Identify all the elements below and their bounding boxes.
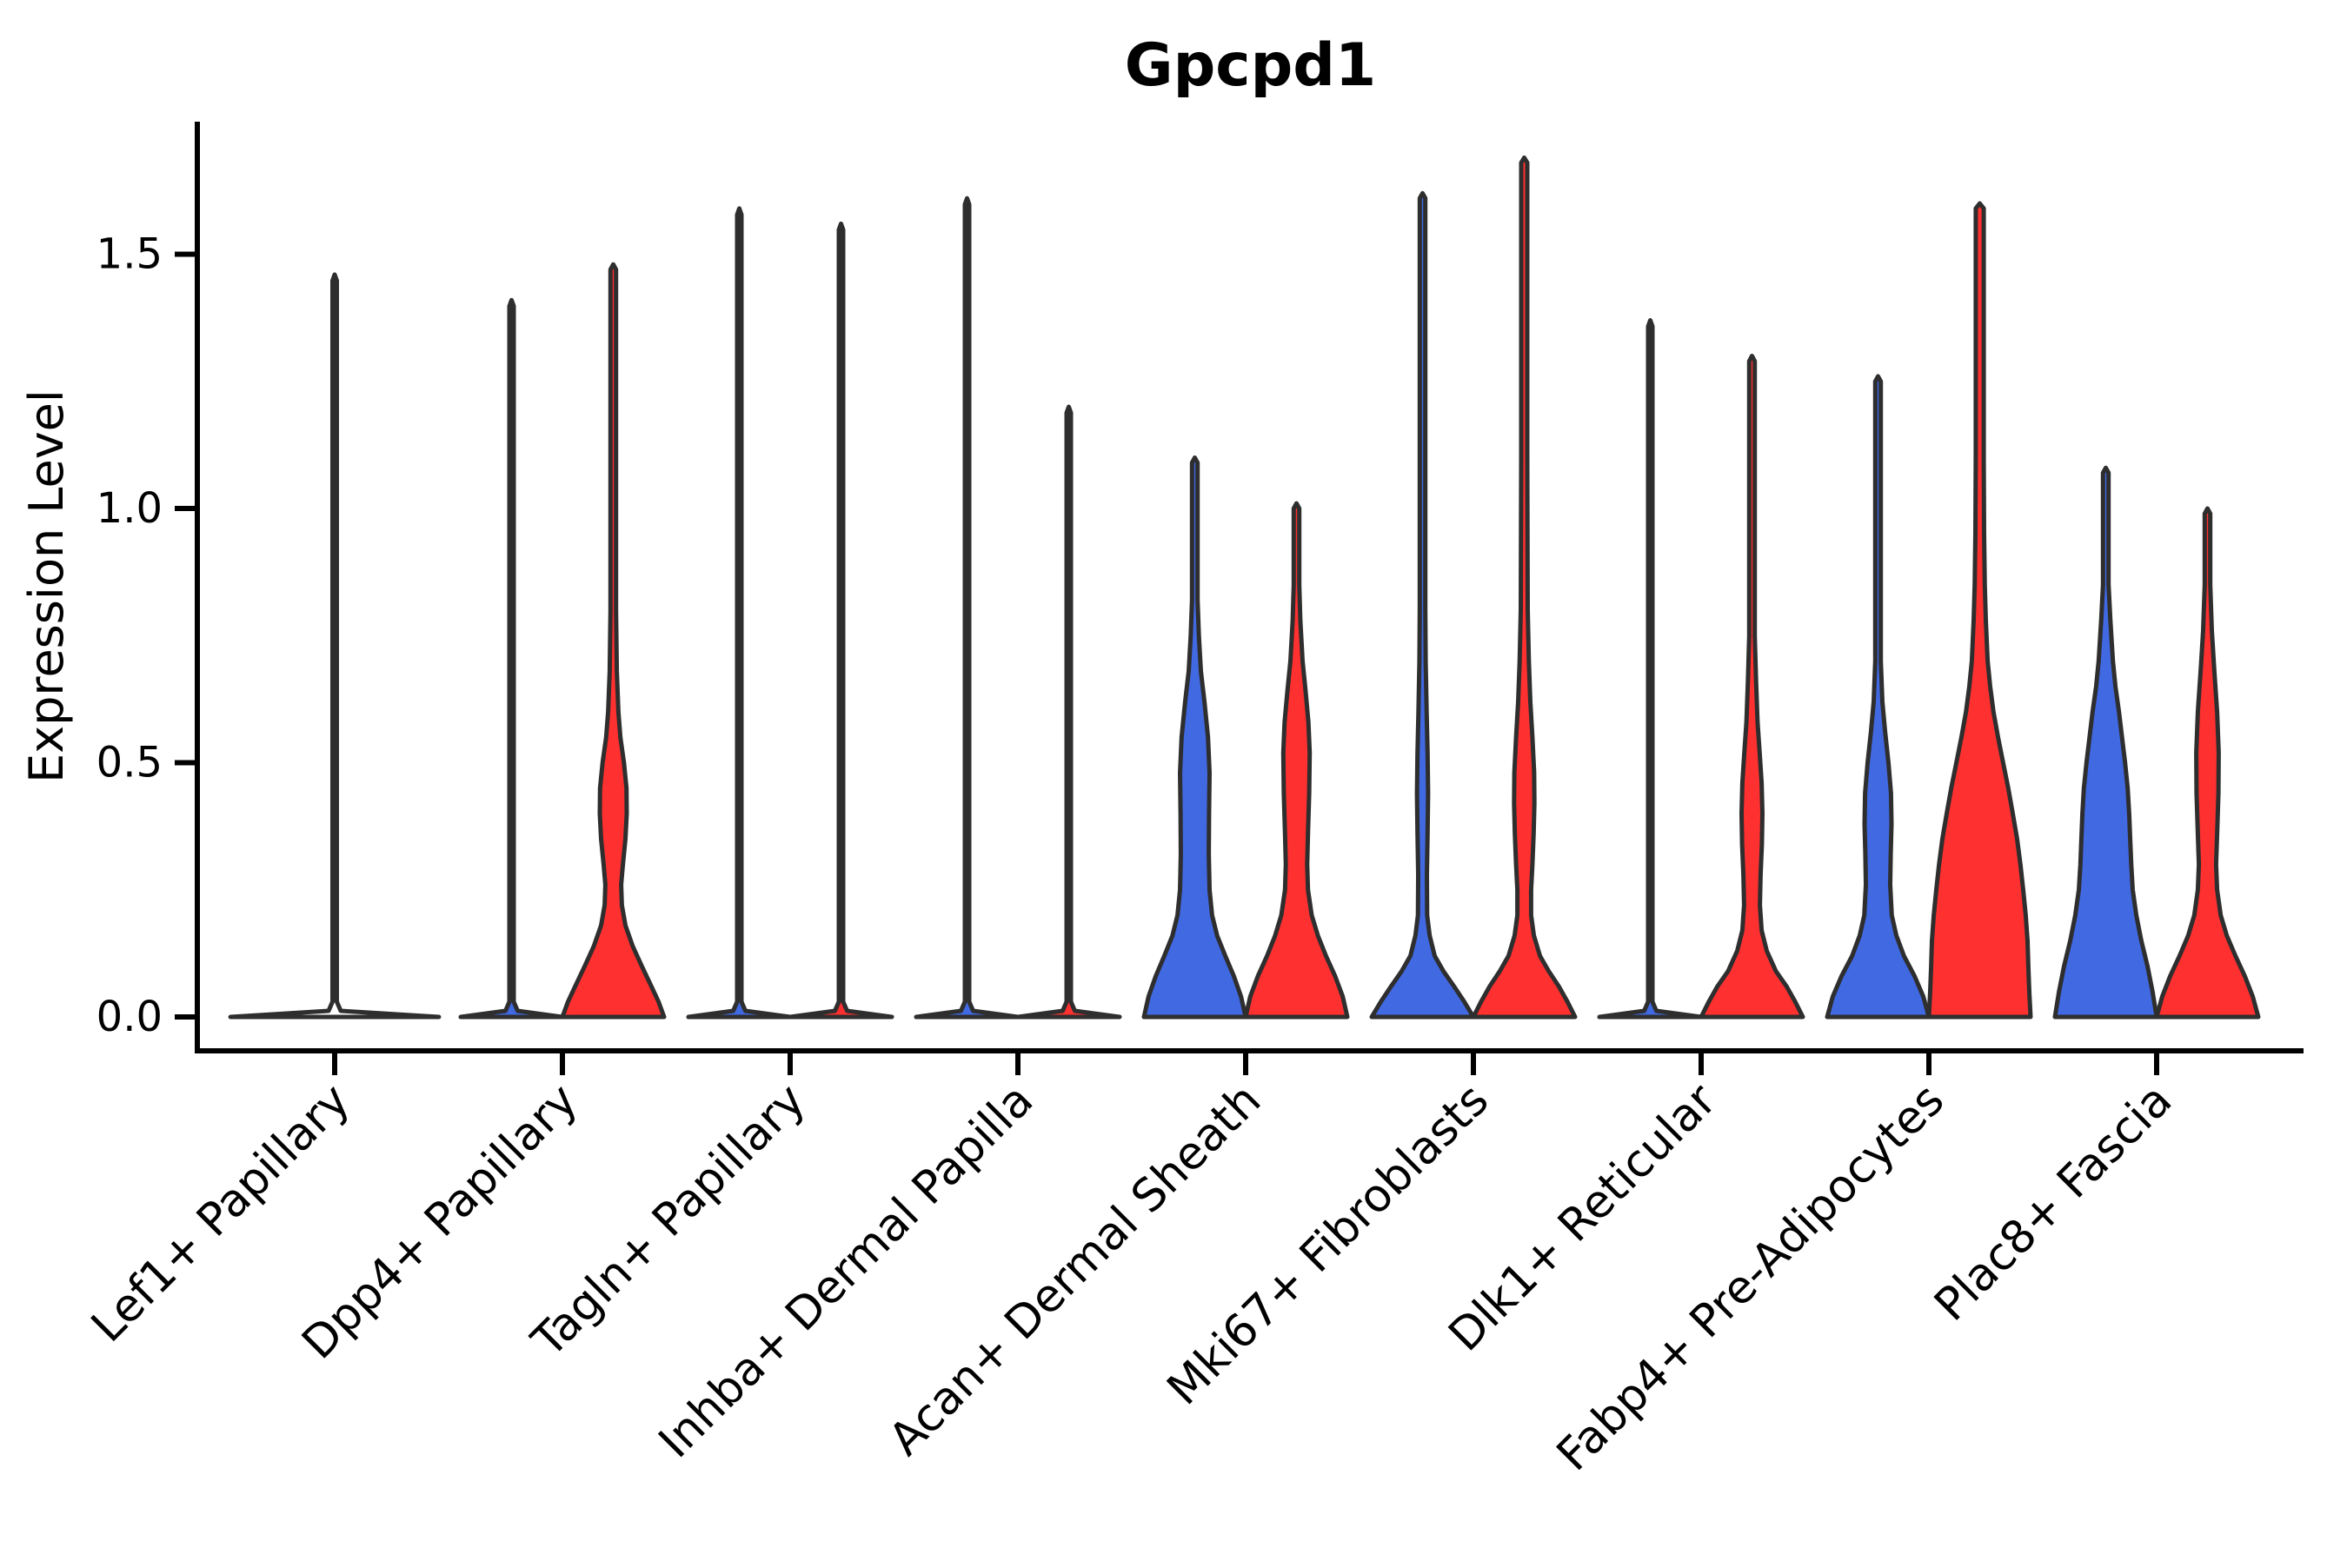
violin-2-red — [788, 221, 894, 1020]
x-tick-label-3: Inhba+ Dermal Papilla — [649, 1074, 1043, 1468]
violin-5-blue — [1369, 190, 1476, 1020]
violin-6-red — [1699, 354, 1805, 1020]
violin-5-red — [1471, 155, 1578, 1020]
violin-4-blue — [1141, 455, 1248, 1020]
violin-0-single — [228, 272, 442, 1020]
x-tick-label-8: Plac8+ Fascia — [1925, 1074, 2182, 1332]
violin-3-red — [1015, 404, 1122, 1020]
violin-7-blue — [1825, 374, 1931, 1020]
x-tick-label-4: Acan+ Dermal Sheath — [880, 1074, 1272, 1466]
violin-1-red — [560, 262, 667, 1020]
y-tick-label-0: 0.0 — [96, 993, 163, 1041]
violin-1-blue — [458, 297, 565, 1020]
x-tick-label-7: Fabp4+ Pre-Adipocytes — [1547, 1074, 1954, 1481]
y-axis-label: Expression Level — [19, 389, 74, 783]
violin-2-blue — [686, 206, 793, 1020]
violin-7-red — [1926, 201, 2033, 1020]
violin-8-red — [2154, 506, 2261, 1020]
y-tick-label-2: 1.0 — [96, 484, 163, 533]
violin-6-blue — [1597, 318, 1704, 1020]
violin-3-blue — [914, 196, 1021, 1020]
y-tick-label-1: 0.5 — [96, 739, 163, 787]
violin-8-blue — [2052, 465, 2159, 1020]
violin-4-red — [1243, 501, 1350, 1020]
chart-title: Gpcpd1 — [1125, 31, 1376, 100]
y-tick-label-3: 1.5 — [96, 230, 163, 279]
